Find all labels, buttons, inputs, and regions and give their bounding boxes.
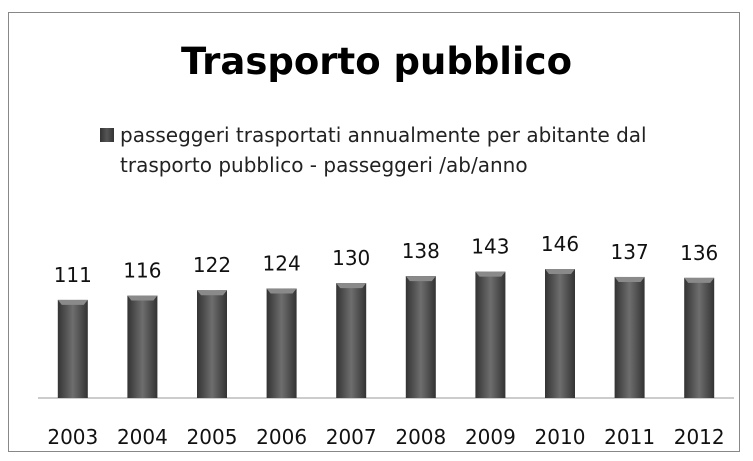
x-tick-label: 2006 <box>256 425 307 449</box>
bar-bevel <box>336 283 367 289</box>
bar <box>266 288 297 398</box>
bar-bevel <box>266 288 297 294</box>
data-label: 146 <box>541 232 579 256</box>
data-label: 138 <box>402 239 440 263</box>
x-tick-label: 2009 <box>465 425 516 449</box>
x-tick-label: 2003 <box>47 425 98 449</box>
data-label: 122 <box>193 253 231 277</box>
x-tick-label: 2012 <box>674 425 725 449</box>
chart-frame <box>8 12 740 452</box>
chart-title: Trasporto pubblico <box>180 40 573 83</box>
bar <box>405 276 436 398</box>
bar-bevel <box>197 290 227 296</box>
data-label: 136 <box>680 241 718 265</box>
x-tick-label: 2007 <box>326 425 377 449</box>
bar-bevel <box>545 269 575 274</box>
bar-bevel <box>475 271 506 277</box>
bar-bevel <box>684 277 715 283</box>
bar <box>614 276 645 398</box>
bar <box>684 277 715 398</box>
bar <box>545 269 575 398</box>
bar <box>127 295 158 398</box>
bar-bevel <box>57 299 88 305</box>
data-label: 111 <box>54 263 92 287</box>
bar-bevel <box>614 276 645 282</box>
bar-bevel <box>405 276 436 282</box>
bar <box>57 299 88 398</box>
x-tick-label: 2005 <box>187 425 238 449</box>
x-tick-label: 2008 <box>395 425 446 449</box>
legend-label: passeggeri trasportati annualmente per a… <box>120 123 647 177</box>
x-tick-label: 2004 <box>117 425 168 449</box>
bar <box>336 283 367 398</box>
data-label: 137 <box>611 240 649 264</box>
legend-swatch <box>100 128 114 142</box>
x-tick-label: 2010 <box>535 425 586 449</box>
legend: passeggeri trasportati annualmente per a… <box>100 120 700 180</box>
data-label: 143 <box>471 235 509 259</box>
data-label: 124 <box>263 251 301 275</box>
data-label: 116 <box>123 259 161 283</box>
bar <box>197 290 227 398</box>
bar-bevel <box>127 295 158 301</box>
bar <box>475 271 506 398</box>
data-label: 130 <box>332 246 370 270</box>
x-tick-label: 2011 <box>604 425 655 449</box>
